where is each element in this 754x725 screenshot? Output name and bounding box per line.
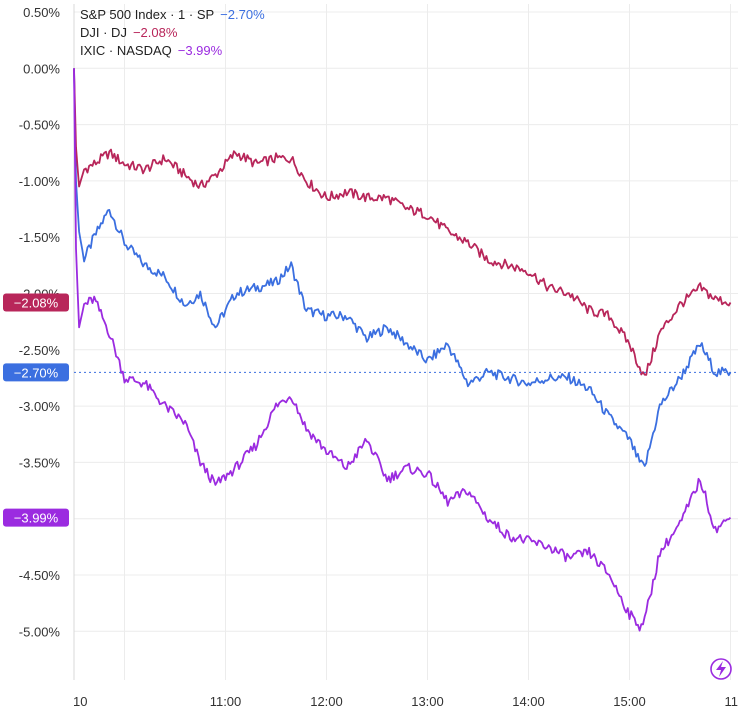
x-tick-label: 12:00 (310, 694, 343, 709)
y-tick-label: -1.00% (19, 174, 61, 189)
badge-label: −2.08% (14, 296, 59, 311)
y-tick-label: 0.00% (23, 61, 60, 76)
y-tick-label: -4.50% (19, 568, 61, 583)
series-lines (73, 68, 738, 632)
y-tick-label: -1.50% (19, 230, 61, 245)
legend-value-sp: −2.70% (220, 7, 265, 22)
x-tick-label: 11 (725, 694, 739, 709)
series-line-ixic[interactable] (73, 68, 732, 632)
x-tick-label: 13:00 (411, 694, 444, 709)
x-axis: 10 11:00 12:00 13:00 14:00 15:00 11 (73, 694, 738, 709)
x-tick-label: 10 (73, 694, 87, 709)
legend-label-ixic: IXIC · NASDAQ (80, 43, 172, 58)
series-line-dji[interactable] (73, 68, 732, 376)
y-tick-label: -5.00% (19, 624, 61, 639)
last-value-badge: −2.70% (3, 363, 69, 382)
legend-value-dji: −2.08% (132, 25, 178, 40)
badge-label: −2.70% (14, 365, 59, 380)
x-tick-label: 11:00 (210, 694, 242, 709)
series-line-sp[interactable] (73, 68, 732, 467)
y-tick-label: -3.50% (19, 455, 61, 470)
x-tick-label: 14:00 (512, 694, 545, 709)
last-value-badges: −2.08% −2.70% −3.99% (3, 293, 69, 527)
legend: S&P 500 Index · 1 · SP −2.70% DJI · DJ −2.… (80, 6, 265, 60)
badge-bg (3, 363, 69, 382)
y-tick-label: -3.00% (19, 399, 61, 414)
y-tick-label: 0.50% (23, 5, 60, 20)
y-tick-label: -0.50% (19, 118, 61, 133)
badge-bg (3, 293, 69, 312)
x-tick-label: 15:00 (613, 694, 646, 709)
last-value-badge: −3.99% (3, 508, 69, 527)
badge-bg (3, 508, 69, 527)
legend-label-sp: S&P 500 Index · 1 · SP (80, 7, 215, 22)
badge-label: −3.99% (14, 511, 59, 526)
legend-item-dji[interactable]: DJI · DJ −2.08% (80, 24, 265, 42)
legend-label-dji: DJI · DJ (80, 25, 127, 40)
legend-value-ixic: −3.99% (177, 43, 223, 58)
last-value-badge: −2.08% (3, 293, 69, 312)
legend-item-ixic[interactable]: IXIC · NASDAQ −3.99% (80, 42, 265, 60)
grid (73, 4, 738, 680)
lightning-icon[interactable] (710, 658, 732, 680)
legend-item-sp[interactable]: S&P 500 Index · 1 · SP −2.70% (80, 6, 265, 24)
y-axis: 0.50%0.00%-0.50%-1.00%-1.50%-2.00%-2.50%… (19, 5, 61, 639)
y-tick-label: -2.50% (19, 343, 61, 358)
